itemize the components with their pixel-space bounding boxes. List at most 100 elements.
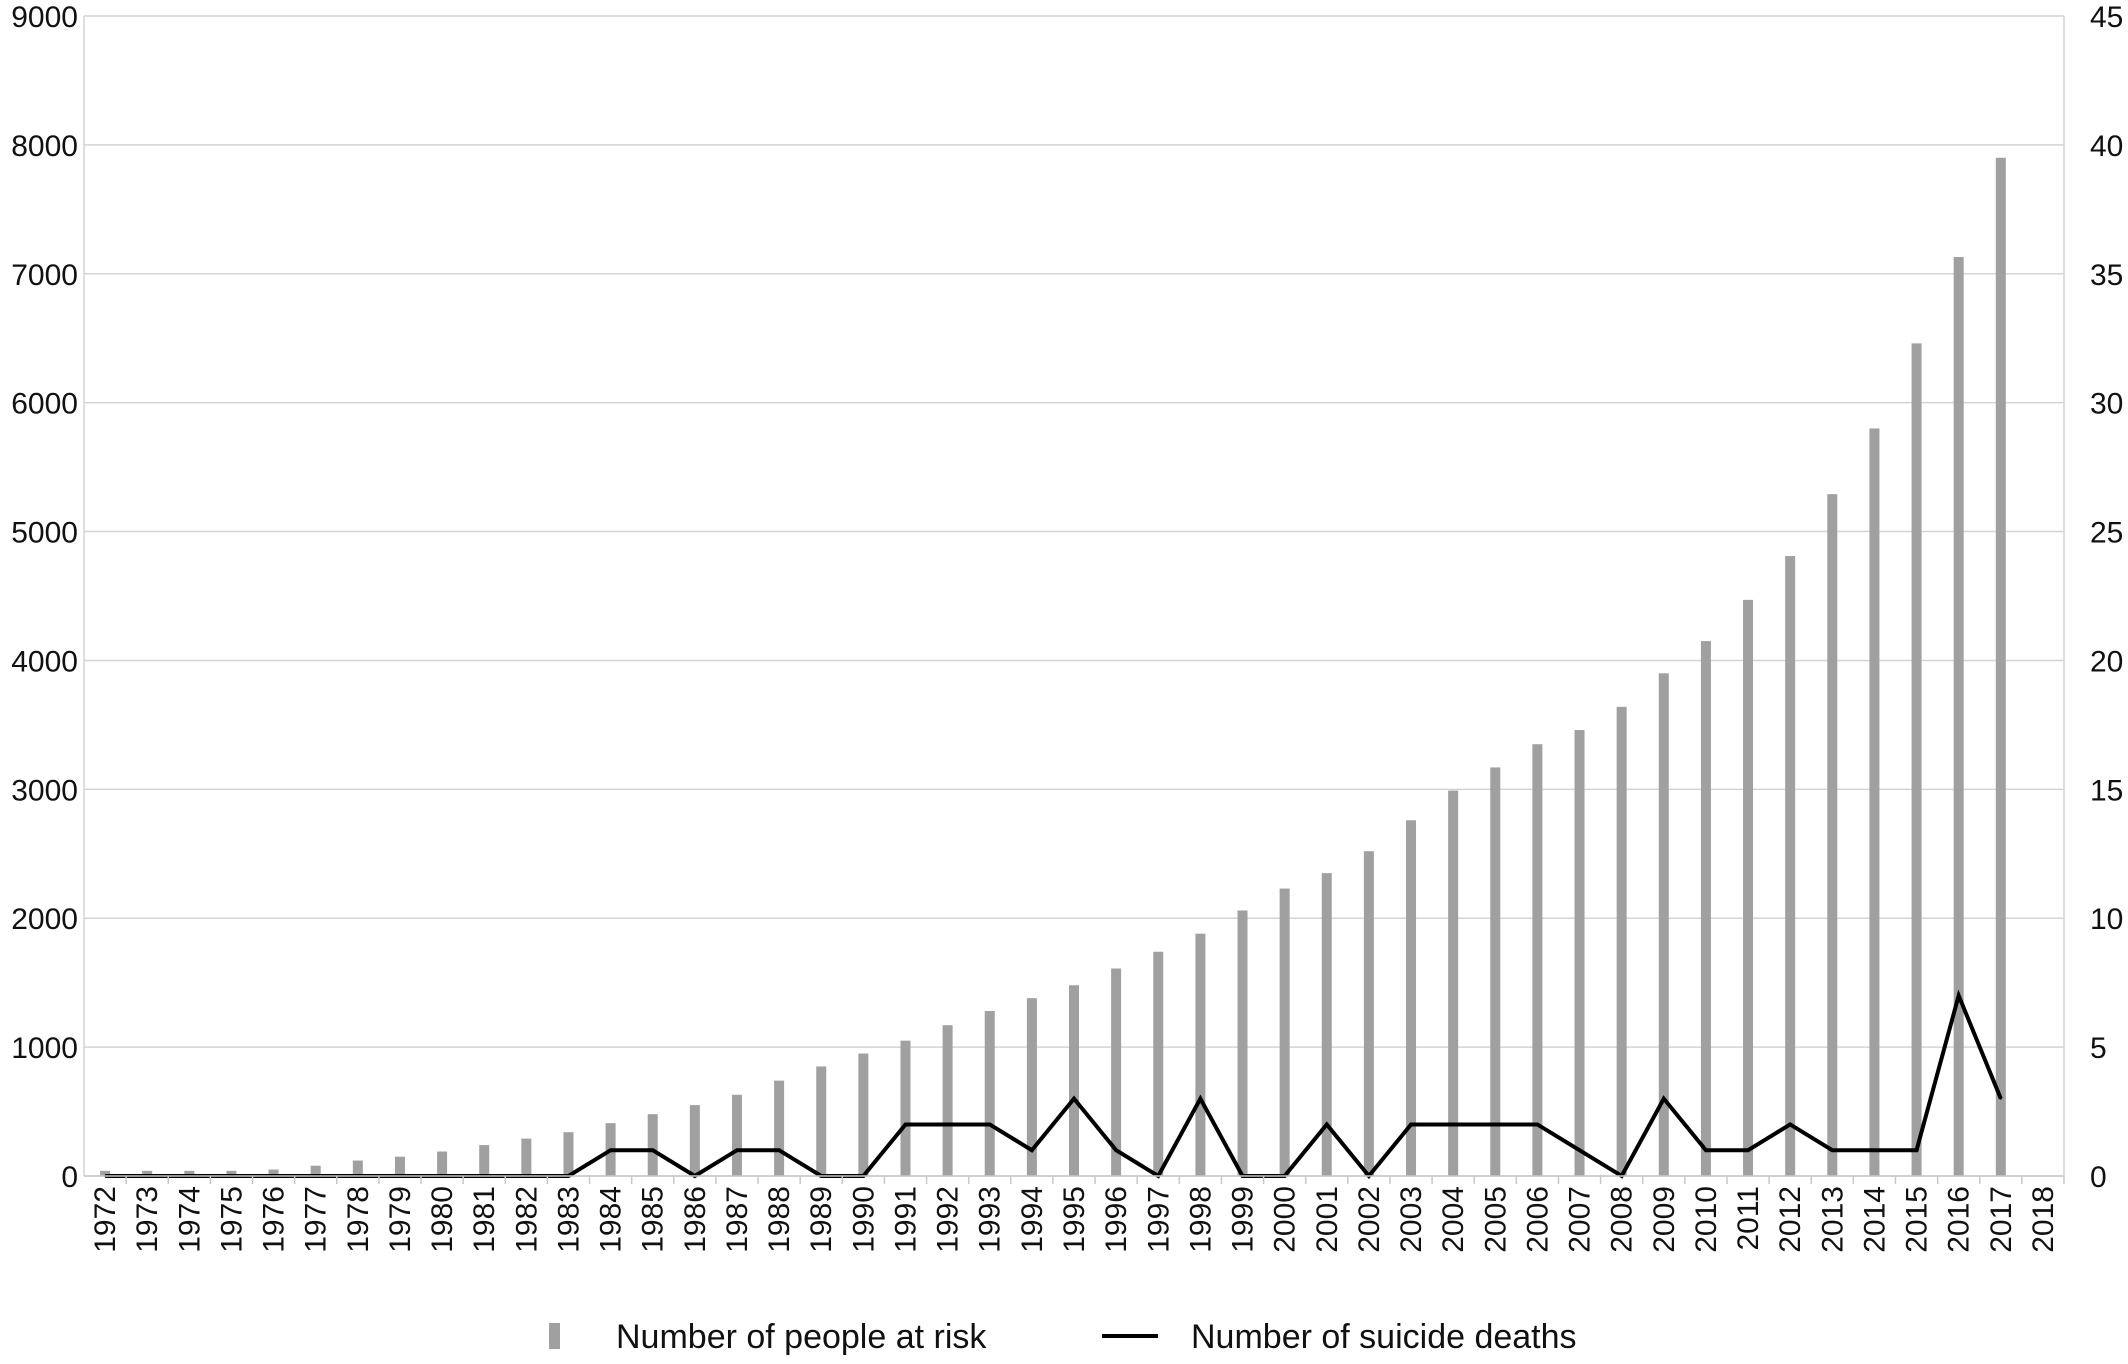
line-point [1073,1097,1075,1100]
bar [479,1145,490,1176]
x-tick-label: 2016 [1943,1186,1976,1253]
x-tick-label: 1977 [300,1186,333,1253]
bar [816,1066,827,1176]
x-tick-label: 1990 [847,1186,880,1253]
left-tick-label: 7000 [11,259,78,292]
x-tick-label: 1985 [637,1186,670,1253]
bar [1995,157,2006,1176]
x-tick-label: 1991 [889,1186,922,1253]
bar [1616,706,1627,1176]
bar [984,1011,995,1176]
bar [1700,641,1711,1176]
bar [900,1040,911,1176]
left-tick-label: 4000 [11,645,78,678]
x-tick-label: 2015 [1901,1186,1934,1253]
bar [1743,599,1754,1176]
x-tick-label: 1974 [173,1186,206,1253]
line-point [946,1123,949,1126]
x-tick-label: 1997 [1142,1186,1175,1253]
bar [942,1025,953,1176]
bar [774,1080,785,1176]
right-tick-label: 20 [2090,645,2123,678]
bar [689,1105,700,1176]
bar [268,1169,279,1176]
x-tick-label: 1993 [974,1186,1007,1253]
x-tick-label: 1981 [468,1186,501,1253]
left-tick-label: 0 [61,1161,78,1194]
bar [437,1151,448,1176]
bar [1363,851,1374,1176]
bar [1406,820,1417,1176]
line-point [1662,1097,1665,1100]
line-point [1115,1149,1118,1152]
line-point [735,1149,738,1152]
bar [1069,985,1079,1176]
left-tick-label: 2000 [11,903,78,936]
x-tick-label: 2014 [1858,1186,1891,1253]
line-point [1536,1123,1539,1126]
x-tick-label: 2001 [1311,1186,1344,1253]
right-axis-ticks: 0 5 10 15 20 25 30 35 40 45 [2090,1,2123,1194]
line-point [1452,1123,1455,1126]
legend-label-people-at-risk: Number of people at risk [616,1318,987,1356]
line-point [1747,1149,1750,1152]
bar [1911,343,1922,1176]
x-tick-label: 2010 [1690,1186,1723,1253]
right-tick-label: 40 [2090,130,2123,163]
legend-label-suicide-deaths: Number of suicide deaths [1191,1318,1577,1356]
x-tick-label: 1982 [510,1186,543,1253]
bar [1279,888,1290,1176]
x-tick-label: 1989 [805,1186,838,1253]
x-tick-label: 2013 [1816,1186,1849,1253]
x-tick-label: 2017 [1985,1186,2018,1253]
x-tick-label: 2003 [1395,1186,1428,1253]
x-tick-label: 1996 [1100,1186,1133,1253]
right-tick-label: 0 [2090,1161,2107,1194]
bar [1237,910,1248,1176]
x-tick-label: 2000 [1269,1186,1302,1253]
bar [1195,933,1206,1176]
x-tick-label: 2004 [1437,1186,1470,1253]
x-tick-label: 1972 [89,1186,122,1253]
x-tick-label: 1995 [1058,1186,1091,1253]
legend-bar-swatch [549,1323,560,1349]
x-tick-label: 2002 [1353,1186,1386,1253]
bar [1658,673,1669,1176]
x-tick-label: 1975 [215,1186,248,1253]
x-tick-label: 1987 [721,1186,754,1253]
bar [1490,767,1501,1176]
bar-series [100,157,2006,1177]
bar [731,1094,742,1176]
bar [226,1170,237,1176]
x-tick-label: 1992 [932,1186,965,1253]
bar [521,1138,532,1176]
bar [1869,428,1880,1176]
bar [184,1170,195,1176]
x-tick-label: 2007 [1564,1186,1597,1253]
x-tick-label: 1994 [1016,1186,1049,1253]
bar [1574,730,1585,1176]
x-tick-label: 1983 [552,1186,585,1253]
line-series [104,989,2003,1180]
gridlines [83,15,2065,1177]
bar [352,1160,363,1176]
bar [310,1165,321,1176]
right-tick-label: 45 [2090,1,2123,34]
right-tick-label: 15 [2090,774,2123,807]
bar [1448,790,1459,1176]
line-point [1030,1149,1033,1152]
line-point [904,1123,907,1126]
x-tick-label: 1998 [1184,1186,1217,1253]
x-tick-label: 1984 [595,1186,628,1253]
x-tick-label: 1999 [1227,1186,1260,1253]
x-tick-label: 2005 [1479,1186,1512,1253]
bar [1953,257,1964,1176]
line-point [1789,1123,1792,1126]
x-tick-label: 2018 [2027,1186,2060,1253]
right-tick-label: 35 [2090,259,2123,292]
left-tick-label: 5000 [11,517,78,550]
line-point [1199,1097,1202,1100]
bar [394,1156,405,1176]
x-axis: 1972 1973 1974 1975 1976 1977 1978 1979 1980 1981… [84,1175,2065,1253]
